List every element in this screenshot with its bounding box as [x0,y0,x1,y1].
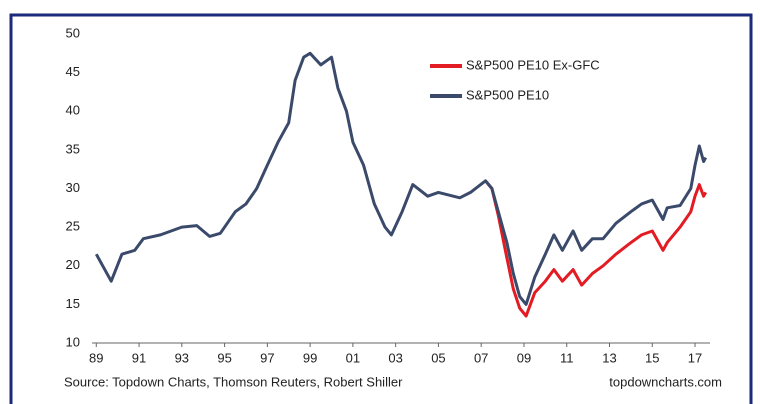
y-tick-label: 20 [66,257,80,272]
credit: topdowncharts.com [609,374,722,389]
x-tick-label: 11 [560,350,574,365]
y-tick-label: 15 [66,296,80,311]
x-tick-label: 93 [175,350,189,365]
y-tick-label: 40 [66,103,80,118]
x-tick-label: 91 [132,350,146,365]
x-tick-label: 17 [688,350,702,365]
x-tick-label: 15 [645,350,659,365]
x-tick-label: 03 [388,350,402,365]
x-tick-label: 95 [217,350,231,365]
y-tick-label: 30 [66,180,80,195]
x-tick-label: 99 [303,350,317,365]
x-tick-label: 09 [517,350,531,365]
x-tick-label: 05 [431,350,445,365]
y-tick-label: 50 [66,25,80,40]
legend-label: S&P500 PE10 [466,87,549,102]
x-tick-label: 07 [474,350,488,365]
y-tick-label: 10 [66,334,80,349]
y-tick-label: 35 [66,141,80,156]
x-tick-label: 97 [260,350,274,365]
line-series [94,51,708,306]
y-tick-label: 45 [66,64,80,79]
x-tick-label: 13 [602,350,616,365]
y-tick-label: 25 [66,219,80,234]
x-tick-label: 89 [89,350,103,365]
line-series [484,179,708,318]
x-tick-label: 01 [346,350,360,365]
legend-label: S&P500 PE10 Ex-GFC [466,57,600,72]
source-note: Source: Topdown Charts, Thomson Reuters,… [64,374,403,389]
frame [9,13,753,404]
